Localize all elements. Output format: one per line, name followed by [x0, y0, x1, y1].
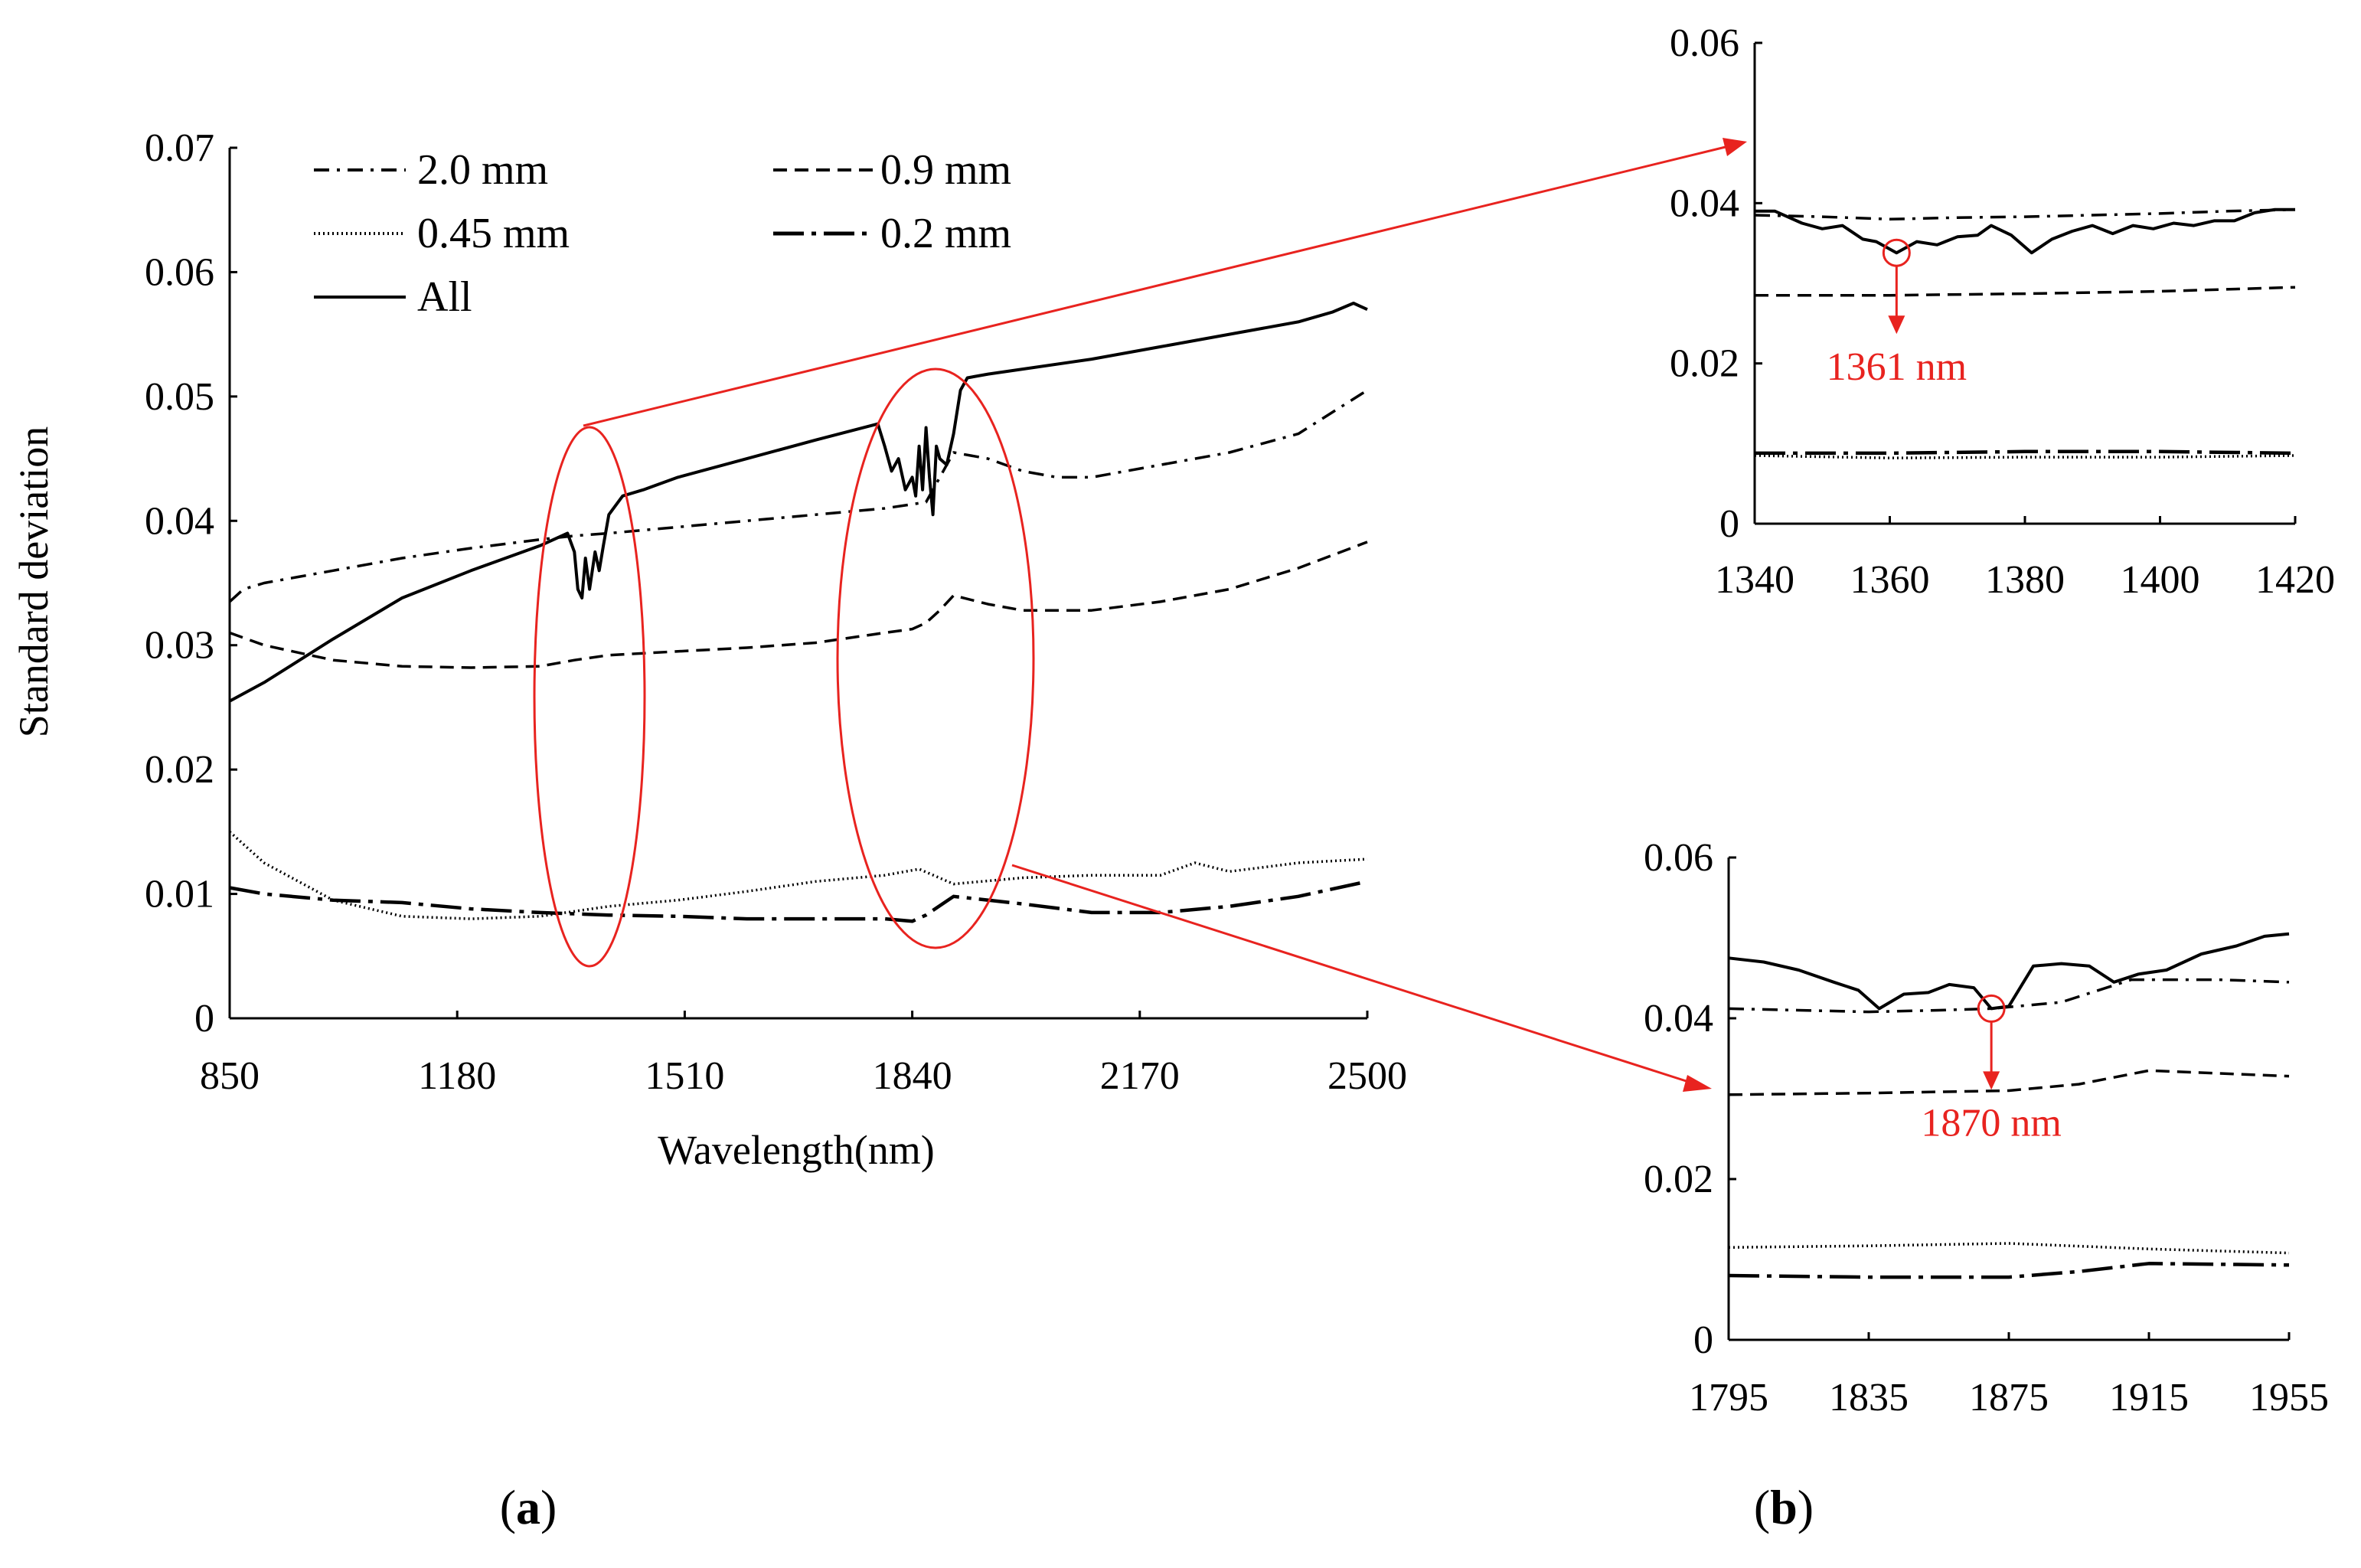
a-x-tick-label: 1840	[873, 1054, 952, 1098]
legend-label-all: All	[417, 273, 472, 321]
a-y-tick-label: 0.02	[145, 748, 214, 792]
b-bottom-x-tick-label: 1955	[2249, 1376, 2329, 1419]
a-series-0-2-mm	[229, 880, 1368, 923]
b-top-y-tick-label: 0.04	[1670, 181, 1739, 225]
b-top-series-0-45-mm	[1754, 454, 2296, 459]
b-bottom-y-tick-label: 0.02	[1644, 1158, 1713, 1201]
panel-a-caption: (a)	[500, 1480, 557, 1534]
b-bottom-series-0-2-mm	[1728, 1262, 2290, 1279]
b-top-y-tick-label: 0.06	[1670, 21, 1739, 65]
legend-label-02mm: 0.2 mm	[880, 210, 1011, 257]
b-top-y-tick-label: 0	[1719, 502, 1739, 546]
b-bottom-annotation-label: 1870 nm	[1921, 1101, 2061, 1145]
a-series-all	[229, 302, 1368, 703]
a-y-tick-label: 0.05	[145, 375, 214, 419]
b-top-series-0-9-mm	[1755, 286, 2296, 297]
b-top-x-tick-label: 1360	[1850, 558, 1930, 602]
legend-label-2mm: 2.0 mm	[417, 146, 548, 194]
highlight-ellipse-1870	[836, 368, 1035, 949]
b-top-series-all	[1755, 207, 2295, 255]
zoom-arrow-bottom	[1011, 864, 1696, 1086]
b-top-y-tick-label: 0.02	[1670, 342, 1739, 386]
panel-a-legend: 2.0 mm 0.9 mm 0.45 mm 0.2 mm All	[314, 146, 1011, 321]
b-bottom-series-0-9-mm	[1728, 1069, 2290, 1096]
zoom-arrow-top	[583, 144, 1732, 427]
highlight-markers	[533, 138, 1747, 1092]
zoom-arrow-top-head	[1723, 138, 1747, 156]
b-top-x-tick-label: 1400	[2121, 558, 2200, 602]
b-bottom-series-0-45-mm	[1728, 1242, 2290, 1255]
highlight-ellipse-1361	[533, 426, 646, 968]
a-x-tick-label: 1510	[645, 1054, 724, 1098]
b-bottom-annotation-arrowhead	[1983, 1071, 2000, 1090]
b-top-annotation-label: 1361 nm	[1827, 345, 1967, 389]
a-x-tick-label: 2500	[1327, 1054, 1407, 1098]
b-bottom-x-tick-label: 1915	[2109, 1376, 2189, 1419]
a-y-tick-label: 0.03	[145, 624, 214, 668]
a-x-tick-label: 2170	[1100, 1054, 1180, 1098]
b-bottom-x-tick-label: 1835	[1829, 1376, 1909, 1419]
a-y-tick-label: 0	[194, 997, 214, 1040]
a-series-2-0-mm	[228, 389, 1368, 603]
legend-label-09mm: 0.9 mm	[880, 146, 1011, 194]
legend-label-045mm: 0.45 mm	[417, 210, 570, 257]
a-y-tick-label: 0.06	[145, 250, 214, 294]
b-bottom-y-tick-label: 0	[1693, 1318, 1713, 1362]
a-x-tick-label: 1180	[418, 1054, 496, 1098]
a-y-tick-label: 0.04	[145, 499, 214, 543]
b-bottom-series-all	[1728, 932, 2290, 1011]
panel-a-chart: Standard deviation Wavelength(nm) 2.0 mm…	[11, 126, 1407, 1173]
b-top-annotation-arrowhead	[1888, 315, 1905, 335]
zoom-arrow-bottom-head	[1683, 1075, 1712, 1092]
panel-a-x-axis-label: Wavelength(nm)	[658, 1127, 935, 1173]
a-y-tick-label: 0.07	[145, 126, 214, 170]
b-top-series-0-2-mm	[1755, 449, 2296, 456]
b-bottom-y-tick-label: 0.04	[1644, 997, 1713, 1040]
b-top-x-tick-label: 1420	[2255, 558, 2335, 602]
panel-b-caption: (b)	[1754, 1480, 1814, 1534]
b-top-series-2-0-mm	[1754, 207, 2296, 221]
a-y-tick-label: 0.01	[145, 873, 214, 916]
a-series-0-9-mm	[229, 541, 1368, 669]
b-bottom-x-tick-label: 1795	[1689, 1376, 1768, 1419]
a-series-0-45-mm	[228, 831, 1368, 920]
b-top-x-tick-label: 1380	[1985, 558, 2065, 602]
panel-b-bottom-chart: 0 0.02 0.04 0.06 1795 1835 1875 1915 1955 1870 nm	[1644, 836, 2329, 1419]
panel-b-top-chart: 0 0.02 0.04 0.06 1340 1360 1380 1400 1420 1361 nm	[1670, 21, 2335, 602]
b-bottom-y-tick-label: 0.06	[1644, 836, 1713, 880]
panel-a-y-axis-label: Standard deviation	[11, 426, 57, 737]
b-bottom-x-tick-label: 1875	[1969, 1376, 2049, 1419]
a-x-tick-label: 850	[200, 1054, 260, 1098]
b-top-x-tick-label: 1340	[1715, 558, 1794, 602]
